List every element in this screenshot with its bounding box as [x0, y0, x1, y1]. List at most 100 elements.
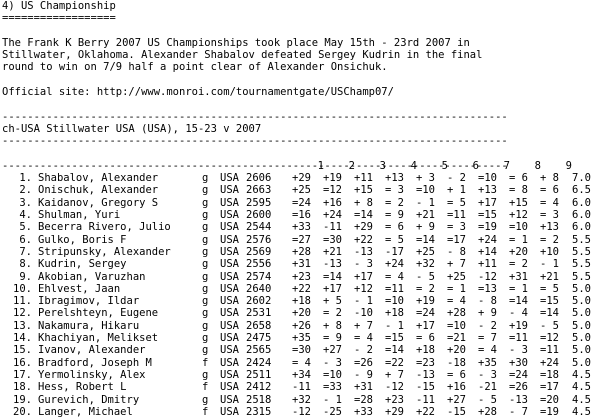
- player-rating: 2424: [246, 356, 272, 369]
- round-result: =10: [509, 221, 528, 234]
- round-result: +21: [416, 209, 435, 222]
- round-result: - 1: [540, 258, 559, 271]
- player-rating: 2606: [246, 172, 272, 185]
- round-result: +24: [478, 233, 497, 246]
- player-name: Ivanov, Alexander: [38, 344, 146, 357]
- player-title: g: [202, 332, 209, 345]
- player-name: Nakamura, Hikaru: [38, 319, 140, 332]
- player-points: 7.0: [572, 172, 591, 185]
- round-result: +20: [292, 307, 311, 320]
- player-points: 5.5: [572, 270, 591, 283]
- player-name: Bradford, Joseph M: [38, 356, 152, 369]
- round-result: +17: [354, 270, 373, 283]
- round-result: - 3: [323, 356, 342, 369]
- player-points: 6.0: [572, 209, 591, 222]
- round-result: +22: [354, 233, 373, 246]
- table-row: 20. Langer, Michael f USA 2315 -12 -25 +33 +29 +2…: [2, 406, 600, 418]
- spacer: [2, 74, 600, 86]
- round-result: +17: [323, 282, 342, 295]
- player-title: g: [202, 221, 209, 234]
- round-result: +29: [354, 221, 373, 234]
- player-title: g: [202, 295, 209, 308]
- round-result: +27: [447, 393, 466, 406]
- player-title: g: [202, 270, 209, 283]
- player-title: g: [202, 209, 209, 222]
- player-title: g: [202, 172, 209, 185]
- player-title: g: [202, 196, 209, 209]
- round-result: -15: [447, 405, 466, 418]
- round-result: = 5: [540, 282, 559, 295]
- round-result: +21: [540, 270, 559, 283]
- round-result: +25: [292, 184, 311, 197]
- player-points: 5.0: [572, 332, 591, 345]
- player-rank: 2.: [19, 184, 32, 197]
- round-result: = 6: [385, 221, 404, 234]
- round-result: +18: [292, 295, 311, 308]
- player-federation: USA: [220, 270, 239, 283]
- intro-line-3: round to win on 7/9 half a point clear o…: [2, 61, 388, 74]
- player-rank: 3.: [19, 196, 32, 209]
- round-result: = 8: [509, 184, 528, 197]
- player-rank: 4.: [19, 209, 32, 222]
- player-name: Gulko, Boris F: [38, 233, 127, 246]
- table-row: 10. Ehlvest, Jaan g USA 2640 +22 +17 +12 =11 = 2 =…: [2, 283, 600, 295]
- round-result: =20: [540, 393, 559, 406]
- table-row: 4. Shulman, Yuri g USA 2600 =16 +24 =14 = 9 +21 =1…: [2, 209, 600, 221]
- player-points: 5.0: [572, 344, 591, 357]
- player-federation: USA: [220, 196, 239, 209]
- round-result: =14: [416, 233, 435, 246]
- round-result: - 5: [540, 319, 559, 332]
- separator-line: ----------------------------------------…: [2, 159, 508, 172]
- round-result: +20: [509, 245, 528, 258]
- round-result: =11: [447, 209, 466, 222]
- player-points: 5.5: [572, 258, 591, 271]
- round-result: +15: [354, 184, 373, 197]
- round-result: = 3: [447, 221, 466, 234]
- round-result: + 7: [385, 368, 404, 381]
- round-header-row: 1 2 3 4 5 6 7 8 9: [2, 148, 600, 172]
- player-points: 6.0: [572, 221, 591, 234]
- player-points: 5.0: [572, 307, 591, 320]
- round-result: =17: [447, 233, 466, 246]
- intro-line-2: Stillwater, Oklahoma. Alexander Shabalov…: [2, 49, 483, 62]
- player-name: Gurevich, Dmitry: [38, 393, 140, 406]
- round-header: 8: [534, 159, 541, 172]
- round-result: = 6: [540, 184, 559, 197]
- round-result: - 7: [509, 405, 528, 418]
- round-result: +16: [447, 381, 466, 394]
- round-result: +17: [478, 196, 497, 209]
- round-result: +10: [540, 245, 559, 258]
- round-result: +24: [385, 258, 404, 271]
- round-header: 3: [379, 159, 386, 172]
- round-result: =14: [540, 307, 559, 320]
- round-result: + 1: [447, 184, 466, 197]
- round-result: +19: [323, 172, 342, 185]
- table-row: 12. Perelshteyn, Eugene g USA 2531 +20 = 2 -10 +…: [2, 307, 600, 319]
- player-federation: USA: [220, 172, 239, 185]
- round-result: = 2: [385, 196, 404, 209]
- player-rank: 18.: [13, 381, 32, 394]
- player-title: g: [202, 258, 209, 271]
- round-result: =10: [385, 295, 404, 308]
- round-result: -13: [509, 393, 528, 406]
- round-result: -15: [416, 381, 435, 394]
- player-name: Ibragimov, Ildar: [38, 295, 140, 308]
- player-federation: USA: [220, 307, 239, 320]
- round-result: = 2: [323, 307, 342, 320]
- player-rank: 6.: [19, 233, 32, 246]
- round-result: = 4: [540, 196, 559, 209]
- round-header: 5: [441, 159, 448, 172]
- round-result: =22: [385, 356, 404, 369]
- round-result: = 7: [478, 332, 497, 345]
- player-federation: USA: [220, 344, 239, 357]
- round-result: = 4: [385, 270, 404, 283]
- round-result: = 5: [385, 233, 404, 246]
- player-title: g: [202, 184, 209, 197]
- player-rank: 19.: [13, 393, 32, 406]
- player-name: Kaidanov, Gregory S: [38, 196, 159, 209]
- round-result: =21: [447, 332, 466, 345]
- round-result: =11: [509, 332, 528, 345]
- player-rating: 2640: [246, 282, 272, 295]
- table-row: 8. Kudrin, Sergey g USA 2556 +31 -13 - 3 +24 +32 +…: [2, 258, 600, 270]
- separator-line: ----------------------------------------…: [2, 110, 508, 123]
